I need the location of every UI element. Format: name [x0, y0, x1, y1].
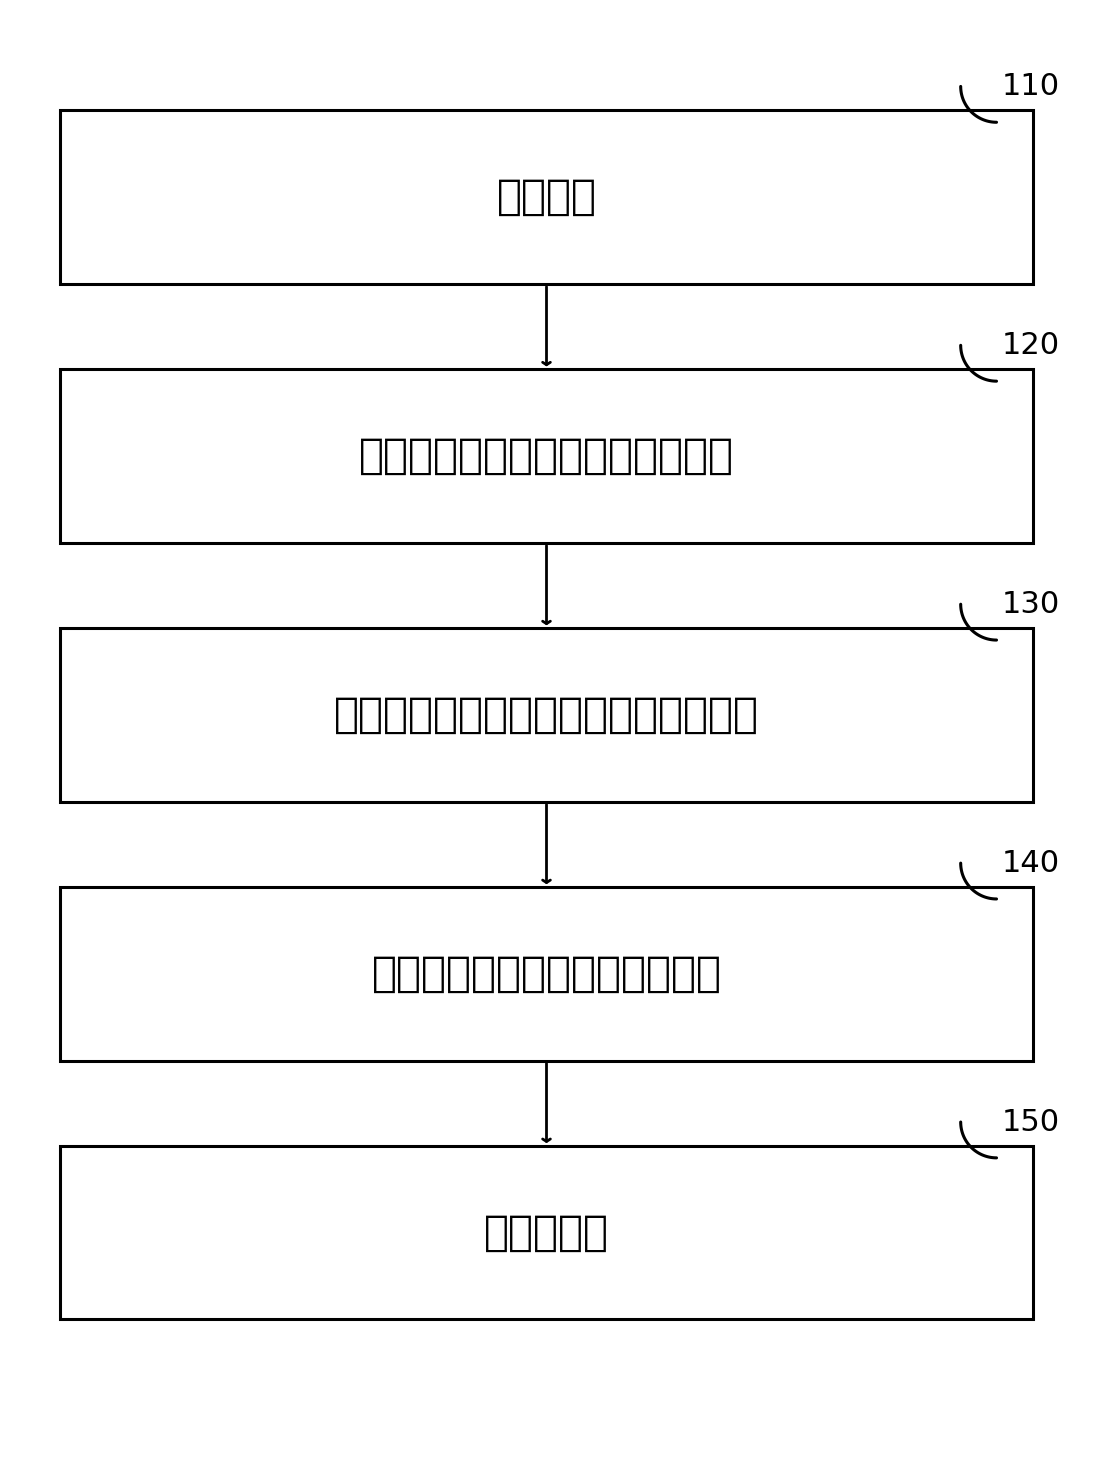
Bar — [60, 628, 1033, 802]
Bar — [60, 110, 1033, 284]
Text: 150: 150 — [1002, 1108, 1060, 1137]
Text: 110: 110 — [1002, 72, 1060, 101]
Text: 热处理工艺: 热处理工艺 — [484, 1212, 609, 1253]
Text: 130: 130 — [1002, 590, 1060, 619]
Text: 形成钝化层，并对其进行图形化: 形成钝化层，并对其进行图形化 — [372, 953, 721, 994]
Bar — [60, 887, 1033, 1061]
Text: 140: 140 — [1002, 849, 1060, 878]
Text: 形成覆盖半导体层和栅极的介质层: 形成覆盖半导体层和栅极的介质层 — [359, 435, 734, 477]
Text: 获取基底: 获取基底 — [496, 177, 597, 218]
Bar — [60, 369, 1033, 543]
Text: 120: 120 — [1002, 331, 1060, 360]
Bar — [60, 1146, 1033, 1319]
Text: 开设通孔，在介质层上形成金属连线层: 开设通孔，在介质层上形成金属连线层 — [334, 694, 759, 736]
